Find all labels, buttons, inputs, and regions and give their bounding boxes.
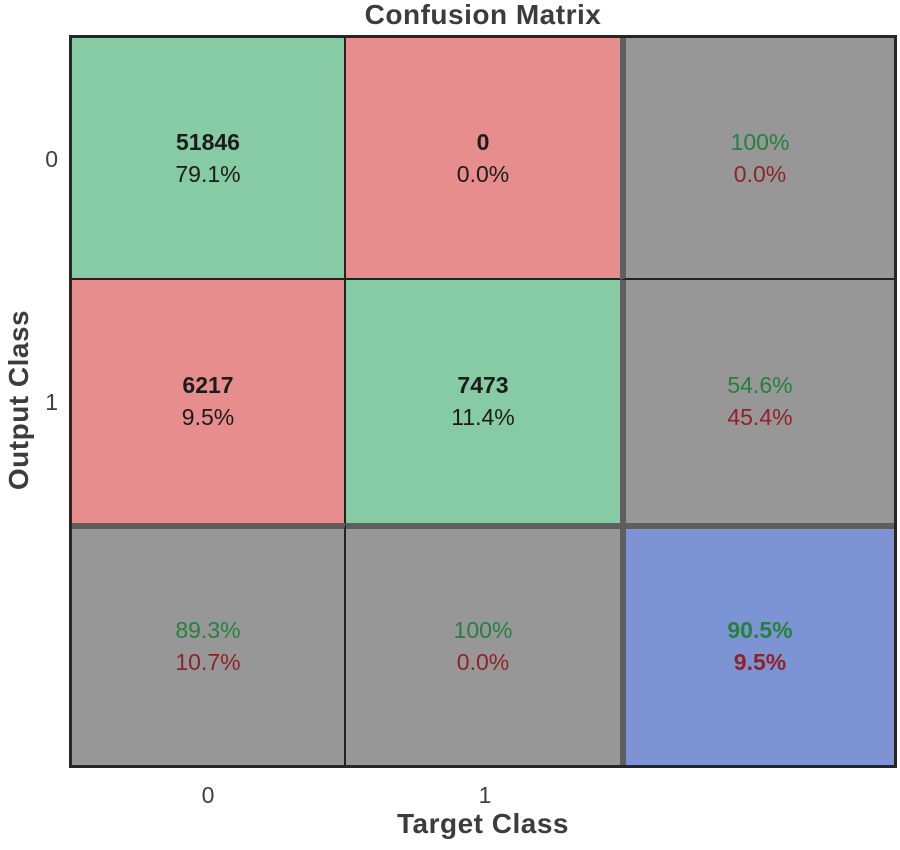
cell-row0-summary: 100% 0.0%	[620, 38, 894, 281]
cell-percent: 11.4%	[451, 403, 515, 430]
cell-incorrect-percent: 0.0%	[733, 160, 787, 187]
cell-percent: 79.1%	[175, 160, 241, 187]
cell-count: 51846	[176, 128, 240, 155]
cell-incorrect-percent: 45.4%	[727, 403, 793, 430]
cell-overall-accuracy: 90.5% 9.5%	[620, 522, 894, 765]
cell-correct-percent: 100%	[730, 128, 790, 155]
cell-col0-summary: 89.3% 10.7%	[72, 522, 346, 765]
cell-output0-target0: 51846 79.1%	[72, 38, 346, 281]
cell-correct-percent: 89.3%	[175, 617, 241, 644]
x-tick-1: 1	[478, 782, 492, 808]
cell-count: 7473	[457, 371, 509, 398]
cell-incorrect-percent: 9.5%	[733, 649, 787, 676]
cell-output0-target1: 0 0.0%	[346, 38, 620, 281]
cell-row1-summary: 54.6% 45.4%	[620, 280, 894, 523]
cell-percent: 9.5%	[181, 403, 235, 430]
cell-col1-summary: 100% 0.0%	[346, 522, 620, 765]
cell-incorrect-percent: 0.0%	[456, 649, 510, 676]
y-tick-0: 0	[45, 146, 58, 172]
chart-title: Confusion Matrix	[364, 0, 602, 30]
cell-correct-percent: 90.5%	[727, 617, 793, 644]
cell-incorrect-percent: 10.7%	[175, 649, 241, 676]
cell-correct-percent: 54.6%	[727, 371, 793, 398]
cell-count: 0	[476, 128, 490, 155]
x-tick-0: 0	[201, 782, 215, 808]
cell-correct-percent: 100%	[453, 617, 513, 644]
confusion-matrix-grid: 51846 79.1% 0 0.0% 100% 0.0% 6217 9.5% 7…	[69, 35, 897, 768]
y-tick-1: 1	[45, 389, 58, 415]
cell-percent: 0.0%	[456, 160, 510, 187]
cell-count: 6217	[182, 371, 234, 398]
cell-output1-target1: 7473 11.4%	[346, 280, 620, 523]
cell-output1-target0: 6217 9.5%	[72, 280, 346, 523]
x-axis-label: Target Class	[397, 808, 569, 839]
